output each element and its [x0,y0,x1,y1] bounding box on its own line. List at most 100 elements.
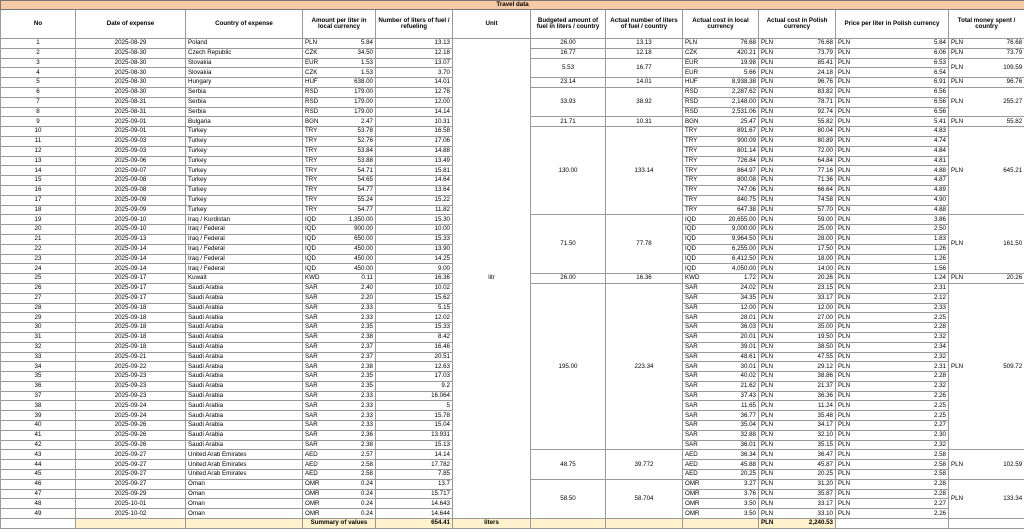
currency-code: PLN [758,518,777,529]
row-number: 36 [0,380,76,392]
country: Saudi Arabia [185,351,303,363]
currency-code: PLN [758,282,777,294]
actual-liters: 12.18 [605,47,683,59]
cell [605,518,683,529]
currency-code: BGN [302,116,321,128]
price-per-liter: 4.88 [853,204,949,216]
local-cost: 5.66 [700,67,759,79]
country: Saudi Arabia [185,429,303,441]
liters: 13.7 [375,478,453,490]
table-row: 9 2025-09-01 Bulgaria BGN 2.47 10.31 21.71 10.3… [0,116,1024,128]
local-cost: 891.67 [700,126,759,137]
local-cost: 34.35 [700,292,759,304]
currency-code: PLN [835,498,854,510]
amount-per-liter: 0.24 [320,488,376,500]
amount-per-liter: 638.00 [320,77,376,88]
currency-code: TRY [682,194,701,206]
price-per-liter: 2.32 [853,439,949,451]
cell [948,518,967,529]
local-cost: 8,938.38 [700,77,759,88]
row-number: 16 [0,184,76,196]
currency-code: PLN [835,400,854,412]
date: 2025-09-23 [75,380,186,392]
currency-code: PLN [758,214,777,226]
liters: 17.782 [375,459,453,471]
price-per-liter: 2.27 [853,420,949,431]
country: Turkey [185,135,303,147]
currency-code: PLN [758,429,777,441]
currency-code: PLN [835,47,854,59]
liters: 12.00 [375,96,453,108]
price-per-liter: 1.26 [853,253,949,265]
price-per-liter: 5.84 [853,38,949,49]
date: 2025-08-29 [75,38,186,49]
currency-code: PLN [302,38,321,49]
currency-code: TRY [682,204,701,216]
currency-code: PLN [948,57,967,79]
table-row: 31 2025-09-18 Saudi Arabia SAR 2.38 8.42 SAR 20… [0,331,1024,343]
currency-code: IQD [302,253,321,265]
liters: 10.00 [375,224,453,235]
local-cost: 4,050.00 [700,263,759,275]
pln-cost: 35.00 [776,322,836,333]
amount-per-liter: 0.24 [320,498,376,510]
price-per-liter: 6.54 [853,67,949,79]
currency-code: PLN [835,390,854,402]
currency-code: PLN [758,302,777,314]
currency-code: PLN [948,282,967,451]
amount-per-liter: 54.77 [320,204,376,216]
liters: 15.78 [375,410,453,422]
total-spent: 102.59 [966,449,1024,480]
country: Saudi Arabia [185,322,303,333]
currency-code: OMR [682,478,701,490]
currency-code: SAR [682,420,701,431]
liters: 15.33 [375,322,453,333]
amount-per-liter: 34.50 [320,47,376,59]
price-per-liter: 1.56 [853,263,949,275]
currency-code: PLN [758,165,777,177]
currency-code: RSD [682,96,701,108]
row-number: 20 [0,224,76,235]
currency-code: PLN [835,282,854,294]
amount-per-liter: 52.76 [320,135,376,147]
currency-code: CZK [302,47,321,59]
date: 2025-09-22 [75,361,186,373]
currency-code: TRY [302,155,321,167]
date: 2025-09-14 [75,243,186,255]
country: Saudi Arabia [185,390,303,402]
date: 2025-09-10 [75,214,186,226]
price-per-liter: 2.58 [853,469,949,480]
price-per-liter: 4.84 [853,145,949,157]
price-per-liter: 2.32 [853,380,949,392]
country: Turkey [185,145,303,157]
currency-code: TRY [682,126,701,137]
currency-code: PLN [835,184,854,196]
amount-per-liter: 53.84 [320,145,376,157]
liters: 10.31 [375,116,453,128]
currency-code: SAR [682,322,701,333]
currency-code: OMR [302,488,321,500]
price-per-liter: 6.56 [853,106,949,118]
price-per-liter: 2.25 [853,400,949,412]
currency-code: TRY [302,194,321,206]
local-cost: 21.62 [700,380,759,392]
table-row: 24 2025-09-14 Iraq / Federal IQD 450.00 9.00 I… [0,263,1024,275]
budgeted-liters: 48.75 [530,449,606,480]
amount-per-liter: 53.78 [320,126,376,137]
amount-per-liter: 55.24 [320,194,376,206]
currency-code: PLN [835,106,854,118]
column-header: Actual cost in local currency [682,9,759,39]
table-row: No Date of expense Country of expense Amoun… [0,9,1024,39]
local-cost: 801.14 [700,145,759,157]
date: 2025-09-08 [75,184,186,196]
pln-cost: 78.71 [776,96,836,108]
currency-code: TRY [682,165,701,177]
budgeted-liters: 58.50 [530,478,606,520]
country: Turkey [185,126,303,137]
total-spent: 133.34 [966,478,1024,520]
actual-liters: 39.772 [605,449,683,480]
pln-cost: 33.10 [776,508,836,520]
cell [0,518,76,529]
currency-code: SAR [682,380,701,392]
currency-code: PLN [758,478,777,490]
